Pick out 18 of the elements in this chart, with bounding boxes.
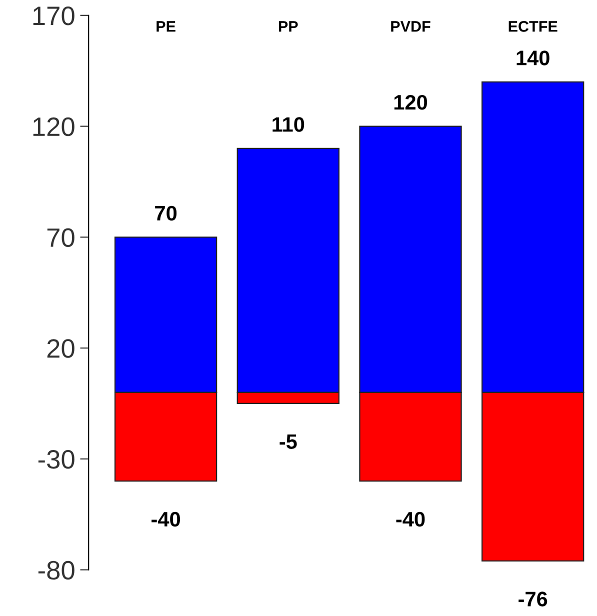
data-label: -40 bbox=[152, 512, 180, 527]
y-tick-label: -30 bbox=[38, 450, 74, 469]
y-tick-label: -80 bbox=[38, 560, 74, 580]
x-tick-label: PVDF bbox=[391, 21, 430, 32]
data-label: 70 bbox=[155, 206, 177, 221]
data-label: -5 bbox=[280, 434, 297, 449]
x-tick-label: PE bbox=[156, 21, 176, 32]
x-tick-label: PP bbox=[278, 21, 298, 32]
data-label: 120 bbox=[394, 94, 428, 110]
data-label: 110 bbox=[272, 117, 304, 132]
y-tick-label: 170 bbox=[33, 6, 74, 26]
y-tick-label: 120 bbox=[33, 117, 74, 136]
data-label: -40 bbox=[396, 512, 425, 527]
data-label: -76 bbox=[518, 592, 548, 606]
y-tick-label: 70 bbox=[47, 228, 74, 247]
x-tick-label: ECTFE bbox=[508, 21, 558, 32]
y-tick-label: 20 bbox=[47, 339, 74, 358]
data-label: 140 bbox=[516, 50, 550, 66]
